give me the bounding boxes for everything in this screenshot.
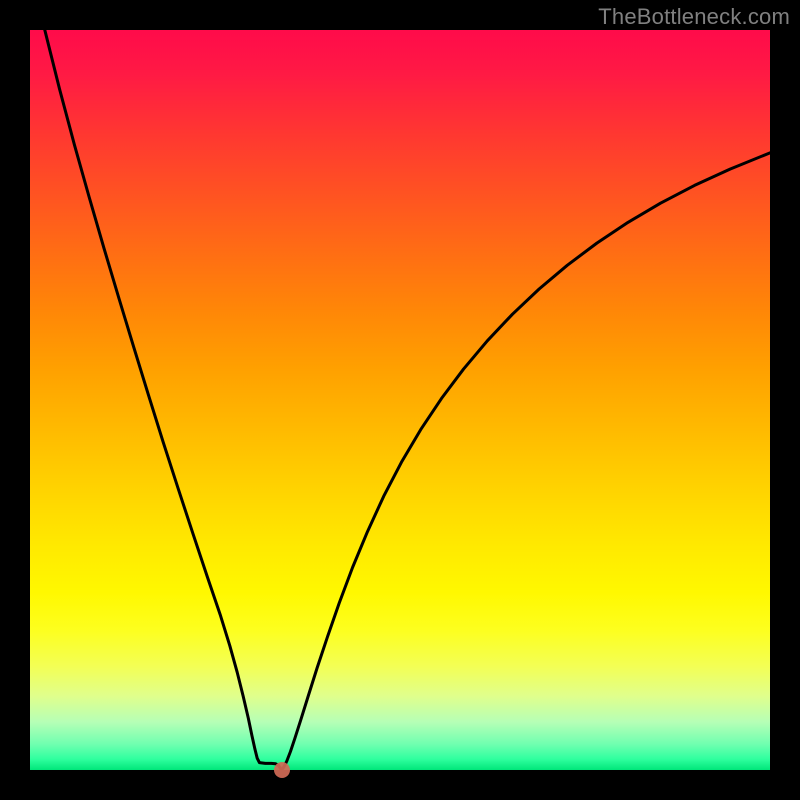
watermark-text: TheBottleneck.com — [598, 4, 790, 30]
bottleneck-curve-path — [45, 30, 770, 770]
bottleneck-curve-svg — [0, 0, 800, 800]
optimal-point-marker — [274, 762, 290, 778]
chart-stage: TheBottleneck.com — [0, 0, 800, 800]
